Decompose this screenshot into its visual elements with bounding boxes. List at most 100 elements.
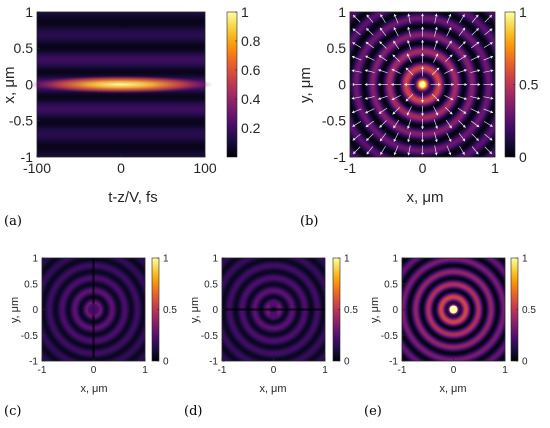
panel-c: -1 0 1 1 0.5 0 -0.5 -1 x, μm y, μm 1 0.5 0 (c) xyxy=(4,254,177,420)
x-tick-label: 0 xyxy=(451,365,457,376)
field-arrowhead xyxy=(462,124,466,128)
y-tick-label: 0 xyxy=(25,76,33,92)
field-arrowhead xyxy=(407,152,411,156)
field-arrowhead xyxy=(378,69,382,73)
field-arrowhead xyxy=(490,55,494,59)
y-tick-label: -1 xyxy=(334,149,347,165)
colorbar-tick-label: 1 xyxy=(522,254,528,265)
field-arrowhead xyxy=(463,110,467,114)
field-arrowhead xyxy=(364,69,368,73)
field-arrowhead xyxy=(352,28,356,32)
field-arrowhead xyxy=(407,40,411,44)
field-arrowhead xyxy=(378,55,382,59)
y-tick-label: -0.5 xyxy=(9,113,33,129)
colorbar xyxy=(226,11,238,158)
field-arrowhead xyxy=(379,41,383,45)
field-arrowhead xyxy=(364,96,368,100)
field-arrowhead xyxy=(449,54,453,58)
field-arrowhead xyxy=(463,96,467,100)
panel-caption: (d) xyxy=(184,404,202,419)
x-axis-label: x, μm xyxy=(80,383,107,395)
field-arrowhead xyxy=(391,82,394,87)
y-tick-label: 1 xyxy=(392,254,398,265)
y-tick-label: 0.5 xyxy=(204,279,218,290)
field-arrowhead xyxy=(477,82,481,87)
field-arrowhead xyxy=(407,13,411,17)
field-arrowhead xyxy=(448,40,452,44)
field-arrowhead xyxy=(475,28,479,32)
x-tick-label: -1 xyxy=(398,365,407,376)
field-arrowhead xyxy=(352,42,356,46)
field-arrowhead xyxy=(461,151,465,155)
field-arrowhead xyxy=(463,69,467,73)
x-tick-label: 0 xyxy=(91,365,97,376)
y-tick-label: -1 xyxy=(209,357,218,368)
field-arrowhead xyxy=(379,27,383,31)
panel-caption: (b) xyxy=(300,214,318,229)
y-tick-label: 0.5 xyxy=(384,279,398,290)
field-arrowhead xyxy=(393,138,397,142)
field-arrowhead xyxy=(420,139,425,143)
field-arrowhead xyxy=(393,13,397,17)
y-axis-label: y, μm xyxy=(9,297,21,323)
field-arrowhead xyxy=(462,41,466,45)
field-arrowhead xyxy=(420,26,425,30)
field-arrowhead xyxy=(489,151,492,154)
field-arrowhead xyxy=(461,14,465,18)
field-arrowhead xyxy=(352,137,356,141)
field-arrowhead xyxy=(475,137,479,141)
x-axis-label: x, μm xyxy=(259,383,286,395)
field-arrowhead xyxy=(477,69,481,73)
colorbar-tick-label: 0 xyxy=(163,357,169,368)
field-arrowhead xyxy=(405,67,409,71)
field-arrowhead xyxy=(420,126,425,130)
y-tick-label: 1 xyxy=(338,4,346,20)
x-tick-label: -1 xyxy=(344,160,357,176)
field-arrowhead xyxy=(489,15,492,18)
field-arrowhead xyxy=(378,110,382,114)
panel-d: -1 0 1 1 0.5 0 -0.5 -1 x, μm y, μm 1 0.5 0 (d) xyxy=(184,254,358,420)
colorbar-tick-label: 0 xyxy=(519,149,527,165)
center-lobe xyxy=(269,299,278,308)
field-arrowhead xyxy=(438,82,441,87)
x-tick-label: 0 xyxy=(117,160,125,176)
field-arrowhead xyxy=(393,152,397,156)
y-tick-label: -1 xyxy=(21,149,34,165)
y-tick-label: 1 xyxy=(25,4,33,20)
field-arrowhead xyxy=(463,55,467,59)
y-axis-label: y, μm xyxy=(297,67,314,103)
field-arrowhead xyxy=(490,69,494,73)
y-tick-label: -1 xyxy=(389,357,398,368)
field-arrowhead xyxy=(406,53,410,57)
x-tick-label: 1 xyxy=(491,160,499,176)
y-tick-label: 0 xyxy=(392,305,398,316)
colorbar-tick-label: 0.6 xyxy=(241,62,261,78)
field-arrowhead xyxy=(393,40,397,44)
field-arrowhead xyxy=(462,27,466,31)
field-arrowhead xyxy=(490,82,494,87)
field-arrowhead xyxy=(353,151,356,154)
field-arrowhead xyxy=(476,124,480,128)
x-tick-label: -100 xyxy=(23,160,51,176)
field-arrowhead xyxy=(448,125,452,129)
field-arrowhead xyxy=(435,112,439,116)
center-lobe xyxy=(269,311,278,320)
field-arrowhead xyxy=(450,97,454,101)
field-arrowhead xyxy=(450,68,454,72)
field-arrowhead xyxy=(406,112,410,116)
y-tick-label: -0.5 xyxy=(322,113,346,129)
y-tick-label: 1 xyxy=(212,254,218,265)
field-arrowhead xyxy=(366,14,370,18)
field-arrowhead xyxy=(489,137,493,141)
x-tick-label: 1 xyxy=(502,365,508,376)
field-arrowhead xyxy=(353,15,356,18)
field-arrowhead xyxy=(379,138,383,142)
y-tick-label: 0.5 xyxy=(14,40,34,56)
y-tick-label: 0 xyxy=(338,76,346,92)
x-tick-label: 0 xyxy=(419,160,427,176)
field-arrowhead xyxy=(475,14,479,18)
field-arrowhead xyxy=(464,82,468,87)
field-arrowhead xyxy=(420,66,425,69)
y-axis-label: y, μm xyxy=(189,297,201,323)
